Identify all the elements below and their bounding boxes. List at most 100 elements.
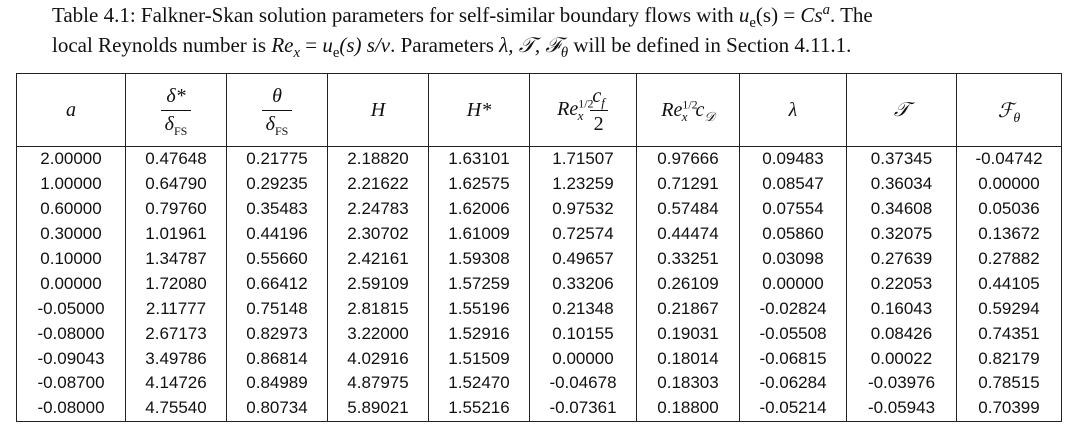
re-subscript: x [681, 108, 688, 124]
table-row: -0.05000 2.11777 0.75148 2.81815 1.55196 0.21… [16, 296, 1062, 322]
header-lambda: λ [739, 73, 847, 147]
table-row: 0.00000 1.72080 0.66412 2.59109 1.57259 0.332… [16, 271, 1062, 297]
table-cell: 1.52470 [428, 371, 530, 396]
table-cell: 0.57484 [636, 196, 740, 222]
caption-text: Table 4.1: Falkner-Skan solution paramet… [52, 3, 739, 27]
table-cell: 0.10000 [16, 246, 126, 272]
table-cell: 0.27882 [956, 246, 1062, 272]
math-equals: = [778, 3, 801, 27]
table-cell: 1.01961 [125, 221, 227, 247]
math-exponent: a [822, 2, 830, 18]
table-cell: 0.59294 [956, 296, 1062, 322]
re-symbol: Re [557, 97, 579, 120]
table-cell: -0.05508 [739, 321, 847, 347]
caption-text: . The [829, 3, 873, 27]
table-cell: 2.42161 [327, 246, 429, 272]
table-cell: 0.35483 [226, 196, 328, 222]
table-body: 2.00000 0.47648 0.21775 2.18820 1.63101 1.715… [16, 146, 1062, 422]
table-cell: 0.07554 [739, 196, 847, 222]
table-row: -0.08700 4.14726 0.84989 4.87975 1.52470 -0.0… [16, 371, 1062, 396]
table-cell: 0.79760 [125, 196, 227, 222]
table-cell: 0.64790 [125, 171, 227, 197]
table-cell: -0.05943 [846, 395, 957, 422]
table-cell: 0.05860 [739, 221, 847, 247]
table-cell: 0.18014 [636, 346, 740, 372]
caption-line-2: local Reynolds number is Rex = ue(s) s/ν… [52, 30, 1072, 61]
table-row: -0.09043 3.49786 0.86814 4.02916 1.51509 0.00… [16, 346, 1062, 372]
caption-text: will be defined in Section 4.11.1. [568, 33, 852, 57]
table-cell: -0.05214 [739, 395, 847, 422]
math-symbol: u [738, 3, 750, 27]
denominator-symbol: δ [265, 112, 275, 135]
table-cell: 0.27639 [846, 246, 957, 272]
fraction-denominator: δFS [160, 109, 192, 138]
header-label: ℱ [997, 99, 1014, 122]
table-cell: 0.30000 [16, 221, 126, 247]
table-cell: 0.55660 [226, 246, 328, 272]
math-subscript: e [749, 15, 756, 32]
table-cell: 0.19031 [636, 321, 740, 347]
cd-subscript: 𝒟 [704, 108, 715, 124]
fraction-denominator: 2 [589, 109, 608, 136]
header-H-star: H* [428, 73, 530, 147]
header-theta-ratio: θ δFS [226, 73, 328, 147]
header-recf: Re1/2x cf 2 [529, 73, 637, 147]
table-cell: 2.18820 [327, 146, 429, 172]
table-cell: 0.74351 [956, 321, 1062, 347]
table-cell: 0.80734 [226, 395, 328, 422]
table-cell: 0.70399 [956, 395, 1062, 422]
table-cell: 1.34787 [125, 246, 227, 272]
header-a: a [16, 73, 126, 147]
table-cell: -0.08000 [16, 395, 126, 422]
table-cell: 0.75148 [226, 296, 328, 322]
table-cell: 1.61009 [428, 221, 530, 247]
table-cell: -0.03976 [846, 371, 957, 396]
table-header-row: a δ* δFS θ δFS H H* Re1/2x cf 2 [16, 73, 1062, 147]
table-cell: 3.49786 [125, 346, 227, 372]
fraction-numerator: cf [588, 85, 609, 110]
table-cell: 0.00000 [739, 271, 847, 297]
cf-subscript: f [601, 94, 605, 110]
table-cell: 0.33206 [529, 271, 637, 297]
denominator-symbol: δ [164, 112, 174, 135]
header-label: λ [788, 98, 798, 121]
table-cell: 0.37345 [846, 146, 957, 172]
table-cell: 0.21775 [226, 146, 328, 172]
table-cell: 0.82179 [956, 346, 1062, 372]
table-cell: 0.72574 [529, 221, 637, 247]
table-cell: 4.14726 [125, 371, 227, 396]
table-row: 0.60000 0.79760 0.35483 2.24783 1.62006 0.975… [16, 196, 1062, 222]
table-cell: 0.21348 [529, 296, 637, 322]
table-cell: 0.82973 [226, 321, 328, 347]
table-cell: 0.44105 [956, 271, 1062, 297]
header-label: H* [466, 98, 492, 121]
table-cell: 2.11777 [125, 296, 227, 322]
caption-line-1: Table 4.1: Falkner-Skan solution paramet… [52, 0, 1072, 32]
denominator-subscript: FS [173, 123, 188, 138]
table-cell: 0.00000 [16, 271, 126, 297]
table-cell: 0.18800 [636, 395, 740, 422]
header-label: a [66, 98, 76, 121]
falkner-skan-table: a δ* δFS θ δFS H H* Re1/2x cf 2 [16, 73, 1062, 422]
fraction: δ* δFS [160, 85, 192, 138]
table-cell: -0.08000 [16, 321, 126, 347]
table-cell: 0.44474 [636, 221, 740, 247]
header-recd: Re1/2x c𝒟 [636, 73, 740, 147]
math-params: λ, 𝒯, ℱ [499, 33, 561, 57]
table-cell: -0.05000 [16, 296, 126, 322]
table-cell: 0.49657 [529, 246, 637, 272]
table-row: 2.00000 0.47648 0.21775 2.18820 1.63101 1.715… [16, 146, 1062, 172]
table-cell: 2.67173 [125, 321, 227, 347]
table-cell: 0.97532 [529, 196, 637, 222]
header-subscript: θ [1013, 110, 1021, 126]
table-cell: 3.22000 [327, 321, 429, 347]
table-cell: 0.00000 [956, 171, 1062, 197]
header-label: H [370, 98, 386, 121]
table-cell: 1.63101 [428, 146, 530, 172]
header-H: H [327, 73, 429, 147]
table-cell: -0.09043 [16, 346, 126, 372]
table-cell: -0.08700 [16, 371, 126, 396]
table-cell: 1.57259 [428, 271, 530, 297]
table-cell: 0.36034 [846, 171, 957, 197]
table-cell: 0.18303 [636, 371, 740, 396]
